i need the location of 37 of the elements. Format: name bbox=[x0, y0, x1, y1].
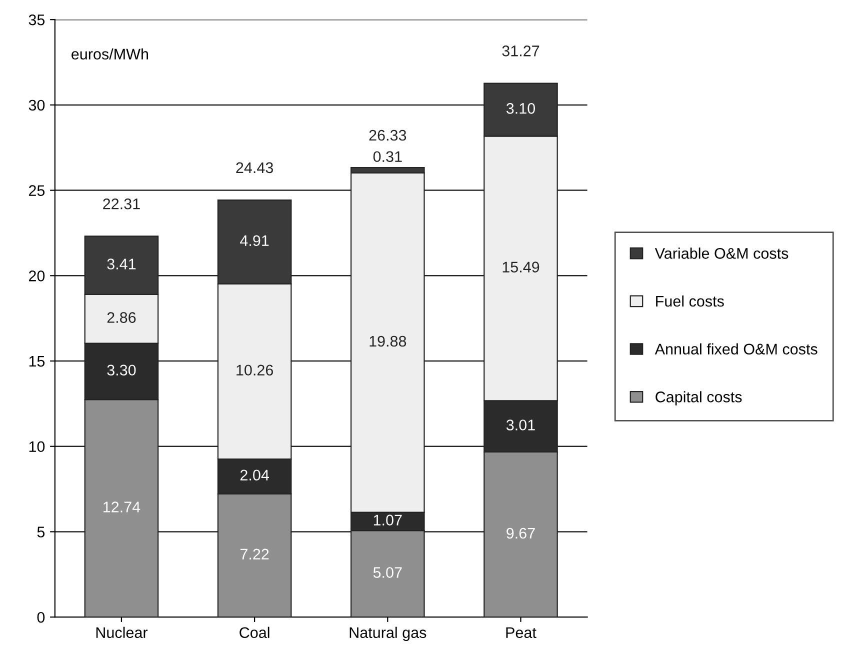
total-label: 24.43 bbox=[236, 162, 273, 174]
data-label: 12.74 bbox=[104, 502, 140, 512]
annotation: euros/MWh bbox=[72, 48, 148, 60]
y-tick-label: 20 bbox=[28, 270, 45, 282]
total-label: 22.31 bbox=[103, 198, 140, 210]
data-label: 5.07 bbox=[373, 567, 402, 578]
data-label: 15.49 bbox=[502, 262, 540, 273]
data-label: 3.01 bbox=[506, 420, 535, 430]
data-label: 3.41 bbox=[107, 258, 136, 270]
legend-label: Variable O&M costs bbox=[654, 248, 788, 259]
y-tick-label: 5 bbox=[37, 526, 45, 538]
legend-label: Annual fixed O&M costs bbox=[654, 343, 818, 355]
data-label: 4.91 bbox=[240, 235, 269, 246]
data-label: 9.67 bbox=[506, 528, 535, 539]
x-tick-label: Natural gas bbox=[350, 626, 426, 642]
data-label: 2.86 bbox=[107, 312, 136, 323]
x-tick-label: Nuclear bbox=[96, 626, 148, 638]
total-label: 31.27 bbox=[502, 46, 540, 56]
total-label: 26.33 bbox=[369, 130, 406, 141]
y-tick-label: 35 bbox=[28, 14, 45, 26]
data-label: 1.07 bbox=[374, 514, 402, 526]
data-label: 2.04 bbox=[240, 470, 269, 481]
data-label: 7.22 bbox=[240, 548, 269, 560]
x-tick-label: Peat bbox=[506, 627, 536, 638]
x-tick-label: Coal bbox=[240, 626, 270, 638]
y-tick-label: 0 bbox=[37, 612, 45, 623]
data-label: 0.31 bbox=[373, 151, 402, 162]
data-label: 3.30 bbox=[107, 364, 136, 376]
legend-label: Fuel costs bbox=[656, 295, 724, 307]
data-label: 19.88 bbox=[370, 336, 406, 347]
y-tick-label: 15 bbox=[29, 356, 45, 367]
y-tick-label: 30 bbox=[28, 100, 45, 111]
data-label: 3.10 bbox=[506, 103, 536, 114]
data-label: 10.26 bbox=[236, 364, 273, 376]
legend-label: Capital costs bbox=[656, 391, 742, 406]
y-tick-label: 10 bbox=[29, 441, 45, 452]
y-tick-label: 25 bbox=[28, 185, 45, 196]
